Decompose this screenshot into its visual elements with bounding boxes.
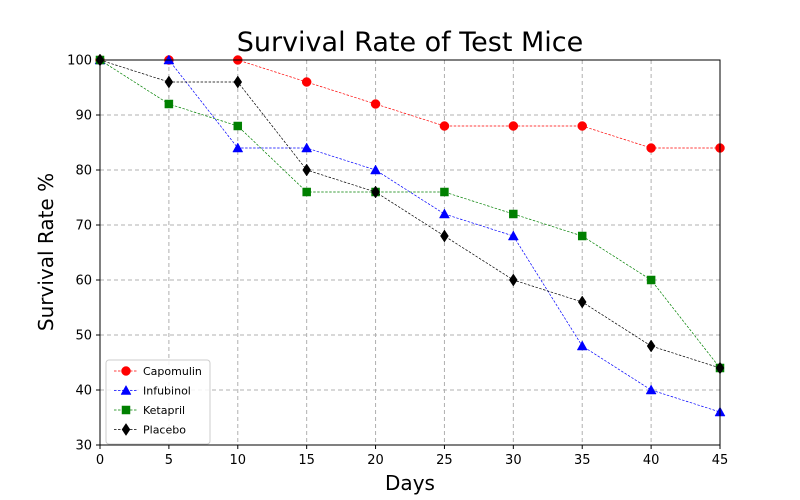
y-tick-label: 100 — [67, 54, 92, 69]
legend-marker — [121, 405, 131, 415]
series-placebo — [95, 53, 725, 375]
data-point — [439, 208, 450, 219]
data-point — [301, 77, 312, 87]
data-point — [646, 143, 656, 153]
data-point — [164, 99, 174, 109]
x-tick-label: 45 — [712, 453, 729, 468]
legend-item-infubinol: Infubinol — [114, 385, 191, 398]
x-tick-label: 30 — [505, 453, 522, 468]
x-axis-title: Days — [385, 471, 435, 495]
x-tick-label: 35 — [574, 453, 591, 468]
legend-marker — [121, 366, 131, 376]
data-point — [440, 187, 449, 197]
data-point — [301, 142, 313, 153]
data-point — [646, 275, 656, 285]
legend-marker — [120, 384, 132, 395]
x-tick-label: 40 — [643, 453, 660, 468]
x-tick-label: 10 — [230, 453, 247, 468]
data-point — [577, 295, 587, 309]
chart-title: Survival Rate of Test Mice — [237, 27, 584, 58]
data-point — [232, 142, 244, 153]
data-point — [233, 121, 243, 131]
data-point — [370, 164, 381, 175]
data-point — [440, 229, 449, 243]
legend-label: Infubinol — [143, 385, 191, 398]
data-point — [509, 209, 518, 219]
data-point — [164, 75, 174, 89]
data-point — [508, 121, 519, 131]
legend-item-placebo: Placebo — [114, 423, 186, 437]
y-tick-label: 50 — [75, 329, 92, 344]
legend-item-capomulin: Capomulin — [114, 365, 202, 378]
legend-item-ketapril: Ketapril — [114, 404, 185, 417]
series-line — [100, 59, 720, 149]
x-tick-label: 15 — [298, 453, 315, 468]
x-tick-label: 0 — [96, 453, 104, 468]
series-line — [100, 59, 721, 413]
x-tick-label: 20 — [367, 453, 384, 468]
data-point — [646, 339, 656, 353]
data-point — [645, 384, 657, 395]
y-tick-label: 40 — [75, 384, 92, 399]
data-point — [233, 75, 243, 89]
data-point — [577, 121, 587, 131]
grid-lines — [100, 60, 720, 445]
data-point — [576, 340, 588, 351]
legend-marker — [121, 423, 131, 436]
data-point — [371, 185, 380, 199]
legend-label: Ketapril — [143, 404, 185, 417]
series-capomulin — [95, 55, 725, 153]
y-tick-label: 60 — [75, 274, 92, 289]
x-tick-label: 5 — [165, 453, 173, 468]
series-line — [99, 59, 721, 369]
data-point — [370, 99, 381, 109]
y-tick-label: 80 — [75, 164, 92, 179]
data-point — [577, 231, 587, 241]
data-point — [439, 121, 450, 131]
legend-label: Placebo — [143, 424, 186, 437]
legend-box — [105, 359, 211, 445]
y-tick-label: 90 — [75, 109, 92, 124]
data-point — [302, 187, 311, 197]
y-axis: 30 40 50 60 70 80 90 100 — [67, 54, 100, 454]
plot-area-frame — [99, 59, 721, 446]
data-point — [302, 163, 311, 177]
series-line — [99, 59, 721, 369]
y-tick-label: 30 — [75, 439, 92, 454]
data-point — [507, 230, 519, 241]
x-tick-label: 25 — [436, 453, 453, 468]
legend: Capomulin Infubinol Ketapril Placebo — [105, 359, 211, 445]
data-point — [509, 273, 518, 287]
y-axis-title: Survival Rate % — [34, 173, 58, 331]
y-tick-label: 70 — [75, 219, 92, 234]
legend-label: Capomulin — [143, 365, 202, 378]
x-axis: 0 5 10 15 20 25 30 35 40 45 — [96, 445, 728, 468]
